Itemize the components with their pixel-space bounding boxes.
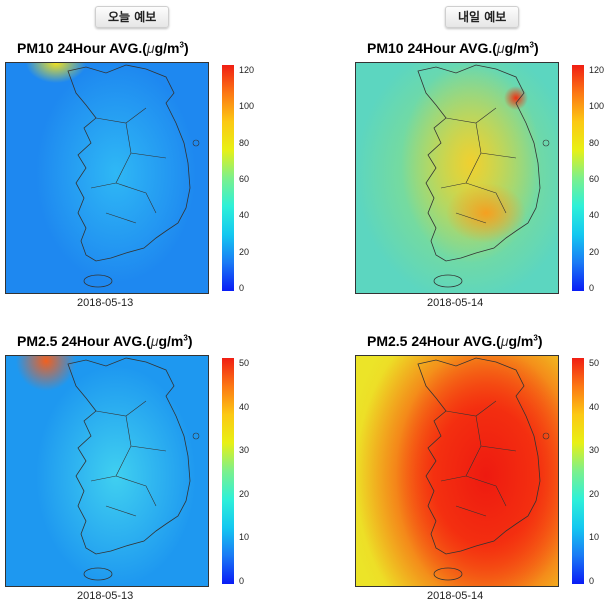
colorbar-tick-label: 10 xyxy=(589,532,600,543)
colorbar xyxy=(222,65,234,291)
panel-title: PM2.5 24Hour AVG.(μg/m3) xyxy=(17,333,193,349)
colorbar-tick-label: 40 xyxy=(239,210,250,221)
colorbar-tick-label: 30 xyxy=(239,445,250,456)
island xyxy=(192,139,200,147)
jeju-island xyxy=(433,567,463,581)
colorbar-tick-label: 20 xyxy=(589,246,600,257)
panel-title: PM10 24Hour AVG.(μg/m3) xyxy=(367,40,539,56)
colorbar-tick-label: 0 xyxy=(239,576,245,586)
jeju-island xyxy=(83,567,113,581)
jeju-island xyxy=(433,274,463,288)
province-borders xyxy=(90,400,167,517)
island xyxy=(542,139,550,147)
colorbar xyxy=(572,65,584,291)
colorbar-tick-label: 50 xyxy=(239,358,250,368)
province-borders xyxy=(440,107,517,224)
colorbar-tick-label: 100 xyxy=(589,101,605,112)
tab-tomorrow-forecast[interactable]: 내일 예보 xyxy=(445,6,520,28)
colorbar-tick-label: 40 xyxy=(589,401,600,412)
province-borders xyxy=(90,107,167,224)
colorbar-tick-label: 120 xyxy=(239,65,255,75)
korea-coastline xyxy=(417,357,541,555)
colorbar-tick-label: 30 xyxy=(589,445,600,456)
concentration-map xyxy=(355,62,559,294)
colorbar-tick-label: 20 xyxy=(589,488,600,499)
colorbar-tick-label: 40 xyxy=(589,210,600,221)
province-borders xyxy=(440,400,517,517)
concentration-map xyxy=(5,62,209,294)
concentration-map xyxy=(5,355,209,587)
forecast-date: 2018-05-13 xyxy=(77,590,134,602)
panel-title: PM2.5 24Hour AVG.(μg/m3) xyxy=(367,333,543,349)
colorbar-tick-label: 10 xyxy=(239,532,250,543)
concentration-map xyxy=(355,355,559,587)
forecast-date: 2018-05-14 xyxy=(427,297,484,309)
jeju-island xyxy=(83,274,113,288)
colorbar-tick-label: 100 xyxy=(239,101,255,112)
colorbar-tick-label: 20 xyxy=(239,246,250,257)
panel-title: PM10 24Hour AVG.(μg/m3) xyxy=(17,40,189,56)
forecast-date: 2018-05-13 xyxy=(77,297,134,309)
island xyxy=(192,432,200,440)
colorbar-tick-label: 50 xyxy=(589,358,600,368)
colorbar-tick-label: 120 xyxy=(589,65,605,75)
colorbar-tick-label: 80 xyxy=(589,137,600,148)
colorbar-tick-label: 20 xyxy=(239,488,250,499)
colorbar-tick-label: 60 xyxy=(589,174,600,184)
colorbar xyxy=(222,358,234,584)
korea-coastline xyxy=(417,64,541,262)
colorbar xyxy=(572,358,584,584)
island xyxy=(542,432,550,440)
korea-coastline xyxy=(67,64,191,262)
colorbar-tick-label: 0 xyxy=(239,283,245,293)
colorbar-tick-label: 0 xyxy=(589,283,595,293)
colorbar-tick-label: 40 xyxy=(239,401,250,412)
tab-today-forecast[interactable]: 오늘 예보 xyxy=(95,6,170,28)
colorbar-tick-label: 60 xyxy=(239,174,250,184)
colorbar-tick-label: 80 xyxy=(239,137,250,148)
forecast-date: 2018-05-14 xyxy=(427,590,484,602)
korea-coastline xyxy=(67,357,191,555)
colorbar-tick-label: 0 xyxy=(589,576,595,586)
